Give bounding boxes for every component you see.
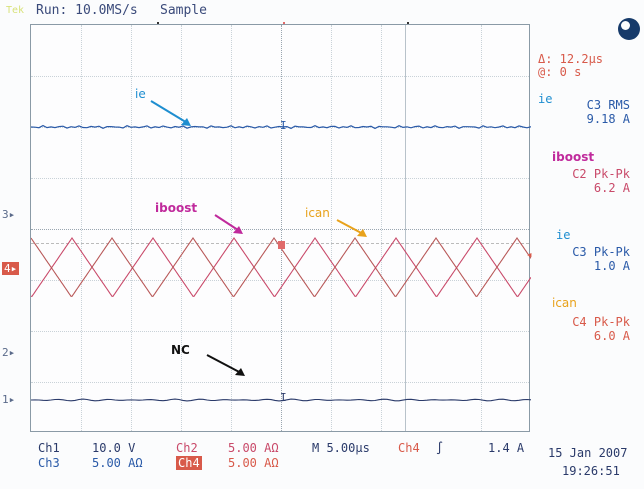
- ch1-scale: 10.0 V: [92, 441, 136, 455]
- cursor-at-readout: @: 0 s: [538, 65, 582, 79]
- iboost-annotation: iboost: [155, 201, 198, 215]
- ch2-ground-marker[interactable]: 2▸: [2, 346, 16, 359]
- nc-arrow: [206, 354, 244, 375]
- cursor-marker-ch3: I: [280, 119, 287, 132]
- grid-line: [381, 25, 382, 431]
- trace-ch3-ie: [31, 124, 531, 130]
- grid-line: [181, 25, 182, 431]
- trigger-channel: Ch4: [398, 441, 420, 455]
- grid-center-vertical: [281, 25, 282, 431]
- grid-line: [231, 25, 232, 431]
- ch3-marker-label: 3: [2, 208, 9, 221]
- trigger-marker: [278, 241, 285, 249]
- cursor-delta-readout: Δ: 12.2μs: [538, 52, 604, 66]
- grid-line: [31, 382, 529, 383]
- meas-4-value: 6.0 A: [593, 329, 630, 343]
- trigger-slope-icon: ∫: [436, 441, 444, 455]
- meas-1-name: C3 RMS: [586, 98, 630, 112]
- run-status: Run: 10.0MS/s: [36, 3, 138, 18]
- timebase: M 5.00μs: [312, 441, 370, 455]
- ican-annotation: ican: [305, 206, 330, 220]
- meas-2-value: 6.2 A: [593, 181, 630, 195]
- waveform-traces: I I: [31, 100, 531, 404]
- grid-line: [31, 76, 529, 77]
- ch4-ground-marker[interactable]: 4▸: [2, 262, 20, 275]
- meas-3-value: 1.0 A: [593, 259, 630, 273]
- ie-annotation: ie: [135, 87, 146, 101]
- cursor-marker-ch1: I: [280, 391, 287, 404]
- meas-1-label: ie: [538, 92, 553, 106]
- ch4-right-marker: ◂: [526, 248, 533, 261]
- cursor-b-line: [405, 25, 406, 431]
- trace-ch2-iboost: [31, 237, 531, 297]
- nc-arrow-head: [235, 368, 245, 376]
- grid-line: [331, 25, 332, 431]
- grid-line: [81, 25, 82, 431]
- ch2-label[interactable]: Ch2: [176, 441, 198, 455]
- date: 15 Jan 2007: [548, 446, 628, 460]
- ch2-scale: 5.00 AΩ: [228, 441, 279, 455]
- nc-annotation: NC: [171, 343, 190, 357]
- ch3-label[interactable]: Ch3: [38, 456, 60, 470]
- grid-line: [481, 25, 482, 431]
- grid-line: [31, 280, 529, 281]
- ie-arrow-head: [181, 118, 191, 126]
- grid-line: [31, 331, 529, 332]
- grid-center-horizontal: [31, 229, 529, 230]
- status-bar: Tek Run: 10.0MS/s Sample: [0, 0, 644, 22]
- acquisition-mode: Sample: [160, 3, 207, 18]
- ch1-ground-marker[interactable]: 1▸: [2, 393, 16, 406]
- ie-arrow: [150, 100, 190, 125]
- meas-4-label: ican: [552, 296, 577, 310]
- ch3-ground-marker[interactable]: 3▸: [2, 208, 16, 221]
- meas-3-label: ie: [556, 228, 571, 242]
- waveform-display[interactable]: I I ie iboost ican NC: [30, 24, 531, 432]
- meas-3-name: C3 Pk-Pk: [572, 245, 630, 259]
- ch2-marker-label: 2: [2, 346, 9, 359]
- meas-4-name: C4 Pk-Pk: [572, 315, 630, 329]
- meas-2-label: iboost: [552, 150, 595, 164]
- ch4-label[interactable]: Ch4: [176, 456, 202, 470]
- power-icon[interactable]: [618, 18, 640, 40]
- ch4-marker-label: 4: [4, 262, 11, 275]
- power-icon-highlight: [621, 21, 630, 30]
- meas-1-value: 9.18 A: [586, 112, 630, 126]
- ch4-scale: 5.00 AΩ: [228, 456, 279, 470]
- ch1-marker-label: 1: [2, 393, 9, 406]
- grid-line: [131, 25, 132, 431]
- grid-line: [31, 127, 529, 128]
- ch1-label[interactable]: Ch1: [38, 441, 60, 455]
- grid-line: [31, 178, 529, 179]
- time: 19:26:51: [562, 464, 620, 478]
- iboost-arrow-head: [233, 226, 243, 234]
- trace-ch1-nc: [31, 398, 531, 402]
- ican-arrow-head: [357, 229, 367, 237]
- trigger-level: 1.4 A: [488, 441, 525, 455]
- meas-2-name: C2 Pk-Pk: [572, 167, 630, 181]
- brand-logo: Tek: [6, 5, 25, 16]
- ch3-scale: 5.00 AΩ: [92, 456, 143, 470]
